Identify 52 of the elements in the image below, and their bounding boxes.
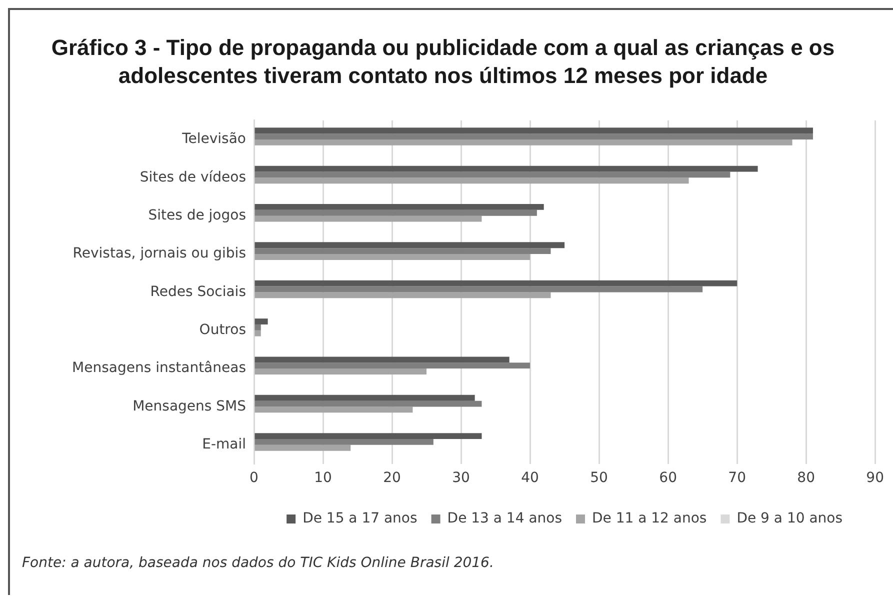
- bar: [254, 139, 792, 146]
- x-tick-label: 60: [659, 470, 677, 486]
- bar: [254, 292, 551, 298]
- bar: [254, 330, 261, 336]
- y-tick-label: Mensagens instantâneas: [72, 360, 246, 376]
- legend-label: De 11 a 12 anos: [592, 510, 707, 527]
- bar: [254, 406, 413, 413]
- x-tick-label: 50: [590, 470, 608, 486]
- y-tick-label: E-mail: [202, 436, 246, 453]
- x-tick-label: 80: [797, 470, 815, 486]
- x-tick-label: 20: [383, 470, 401, 486]
- x-tick-label: 90: [866, 470, 884, 486]
- bar: [254, 286, 703, 292]
- bar: [254, 172, 730, 178]
- bar: [254, 324, 261, 330]
- bar: [254, 356, 510, 363]
- bar: [254, 216, 482, 222]
- y-tick-label: Revistas, jornais ou gibis: [72, 246, 246, 262]
- x-tick-label: 40: [521, 470, 539, 486]
- x-tick-label: 70: [728, 470, 746, 486]
- bar: [254, 166, 758, 172]
- bar: [254, 280, 738, 286]
- bar: [254, 242, 565, 248]
- bar: [254, 178, 689, 184]
- bar: [254, 318, 268, 324]
- x-tick-label: 30: [452, 470, 470, 486]
- x-tick-label: 10: [314, 470, 332, 486]
- bar: [254, 394, 475, 401]
- y-tick-label: Redes Sociais: [150, 284, 246, 300]
- legend-label: De 9 a 10 anos: [736, 510, 843, 527]
- bar: [254, 368, 427, 374]
- bar: [254, 134, 813, 140]
- bar: [254, 254, 530, 260]
- chart-title: Gráfico 3 - Tipo de propaganda ou publicidade com a qual as crianças e os adolescentes tiveram contato nos últimos 12 meses por idade: [50, 34, 836, 90]
- legend-label: De 15 a 17 anos: [302, 510, 418, 527]
- source-note: Fonte: a autora, baseada nos dados do TIC Kids Online Brasil 2016.: [22, 554, 494, 573]
- y-tick-label: Televisão: [181, 131, 246, 148]
- bar: [254, 362, 530, 369]
- bar: [254, 433, 482, 439]
- bar: [254, 128, 813, 134]
- x-tick-label: 0: [250, 470, 258, 486]
- legend-label: De 13 a 14 anos: [447, 510, 562, 527]
- y-tick-label: Sites de vídeos: [140, 169, 246, 186]
- bar: [254, 210, 537, 216]
- y-tick-label: Sites de jogos: [148, 207, 246, 224]
- bar: [254, 438, 434, 445]
- bar: [254, 400, 482, 407]
- bar: [254, 248, 551, 254]
- bar: [254, 444, 351, 451]
- y-tick-label: Mensagens SMS: [132, 398, 246, 414]
- bar: [254, 204, 544, 210]
- y-tick-label: Outros: [199, 322, 246, 338]
